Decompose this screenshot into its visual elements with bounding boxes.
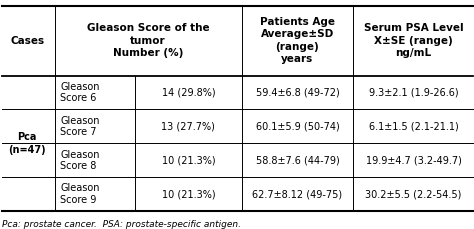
Text: Cases: Cases: [10, 36, 44, 46]
Text: Pca: prostate cancer.  PSA: prostate-specific antigen.: Pca: prostate cancer. PSA: prostate-spec…: [2, 220, 241, 229]
Text: 9.3±2.1 (1.9-26.6): 9.3±2.1 (1.9-26.6): [369, 87, 458, 98]
Text: Gleason Score of the
tumor
Number (%): Gleason Score of the tumor Number (%): [87, 23, 210, 58]
Text: 58.8±7.6 (44-79): 58.8±7.6 (44-79): [255, 155, 339, 165]
Text: 19.9±4.7 (3.2-49.7): 19.9±4.7 (3.2-49.7): [365, 155, 462, 165]
Text: Gleason
Score 8: Gleason Score 8: [60, 150, 100, 171]
Text: 60.1±5.9 (50-74): 60.1±5.9 (50-74): [255, 121, 339, 131]
Text: Serum PSA Level
X±SE (range)
ng/mL: Serum PSA Level X±SE (range) ng/mL: [364, 23, 464, 58]
Text: Pca
(n=47): Pca (n=47): [9, 132, 46, 155]
Text: 6.1±1.5 (2.1-21.1): 6.1±1.5 (2.1-21.1): [369, 121, 458, 131]
Text: 10 (21.3%): 10 (21.3%): [162, 189, 215, 199]
Text: 14 (29.8%): 14 (29.8%): [162, 87, 215, 98]
Text: Gleason
Score 7: Gleason Score 7: [60, 116, 100, 137]
Text: Gleason
Score 6: Gleason Score 6: [60, 82, 100, 103]
Text: 10 (21.3%): 10 (21.3%): [162, 155, 215, 165]
Text: 62.7±8.12 (49-75): 62.7±8.12 (49-75): [252, 189, 343, 199]
Text: 59.4±6.8 (49-72): 59.4±6.8 (49-72): [255, 87, 339, 98]
Text: 13 (27.7%): 13 (27.7%): [162, 121, 215, 131]
Text: 30.2±5.5 (2.2-54.5): 30.2±5.5 (2.2-54.5): [365, 189, 462, 199]
Text: Patients Age
Average±SD
(range)
years: Patients Age Average±SD (range) years: [260, 17, 335, 64]
Text: Gleason
Score 9: Gleason Score 9: [60, 183, 100, 205]
